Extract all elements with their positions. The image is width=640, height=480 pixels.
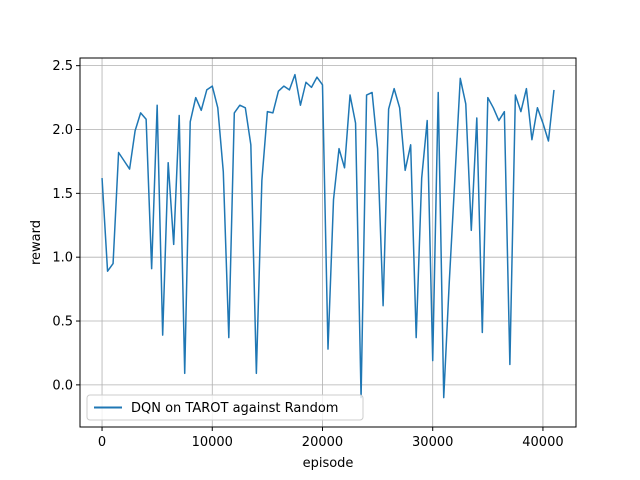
x-tick-label: 20000 — [302, 435, 343, 450]
y-tick-label: 0.0 — [52, 378, 73, 393]
x-axis-label: episode — [303, 456, 354, 471]
y-tick-label: 1.0 — [52, 251, 73, 266]
y-tick-label: 2.0 — [52, 123, 73, 138]
y-axis-label: reward — [29, 220, 44, 265]
legend-entry-label: DQN on TAROT against Random — [131, 401, 338, 416]
legend: DQN on TAROT against Random — [87, 395, 363, 420]
x-tick-label: 10000 — [192, 435, 233, 450]
x-tick-label: 0 — [98, 435, 106, 450]
x-tick-label: 30000 — [412, 435, 453, 450]
y-tick-label: 0.5 — [52, 315, 73, 330]
y-tick-label: 1.5 — [52, 187, 73, 202]
x-tick-label: 40000 — [522, 435, 563, 450]
y-tick-label: 2.5 — [52, 59, 73, 74]
